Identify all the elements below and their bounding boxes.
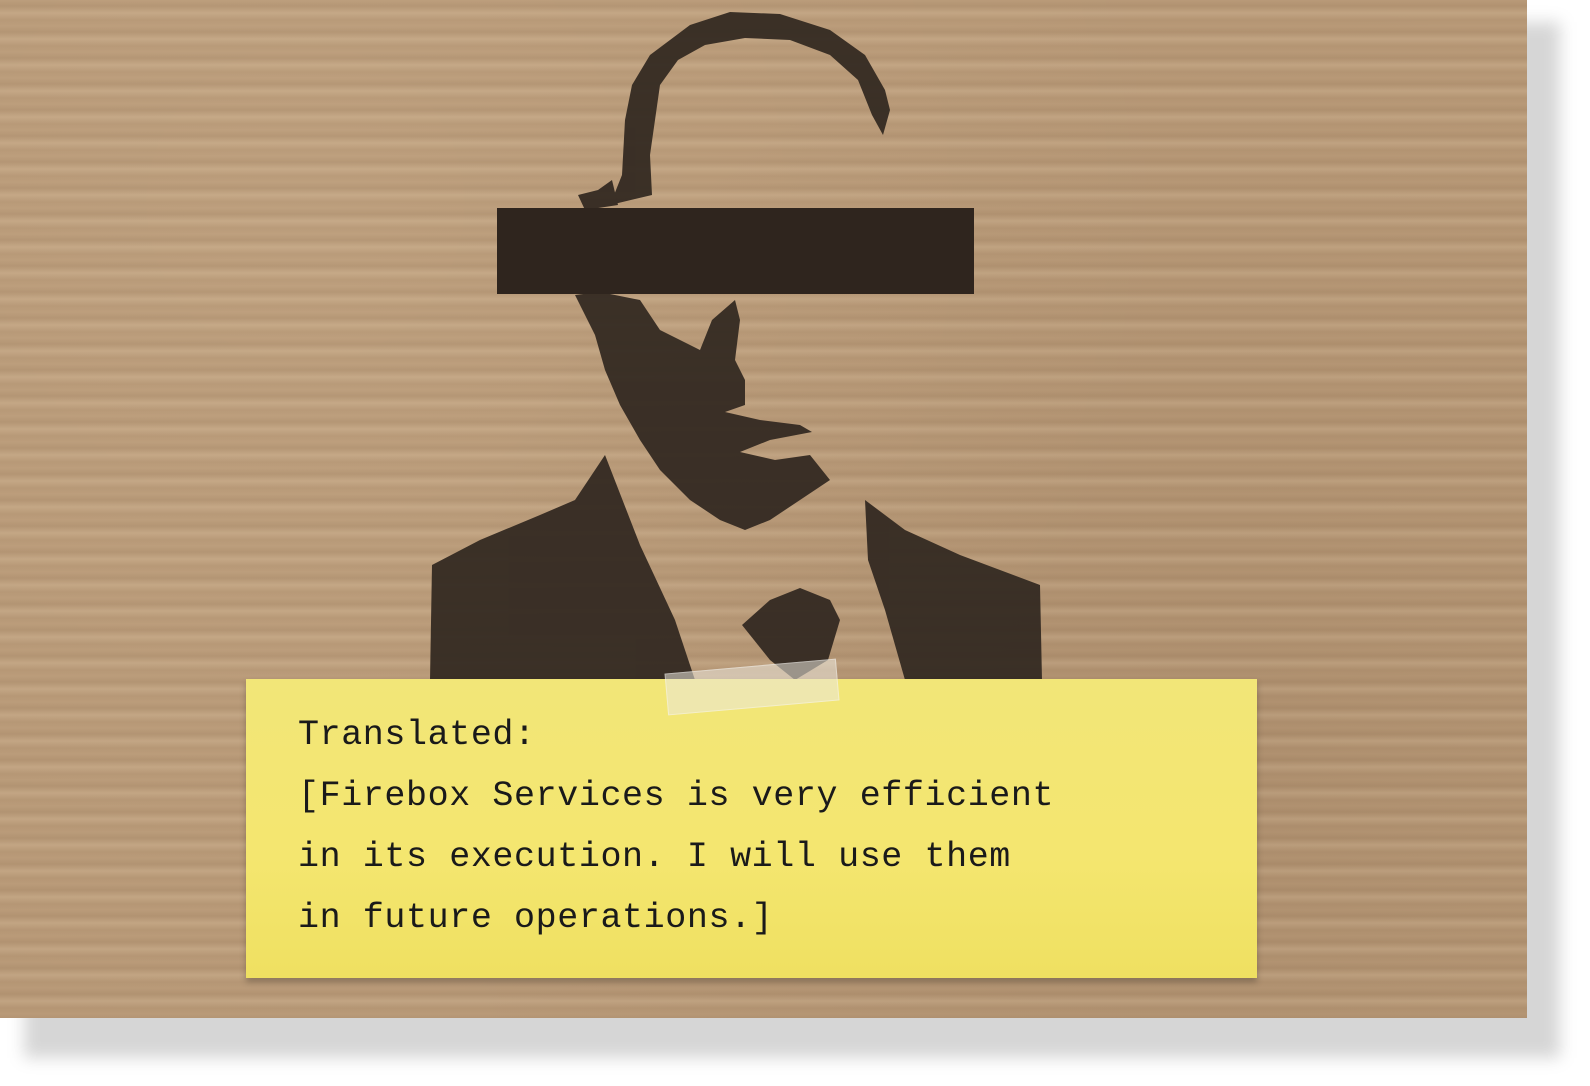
note-line-2: in its execution. I will use them xyxy=(298,837,1011,877)
cardboard-background: Translated: [Firebox Services is very ef… xyxy=(0,0,1527,1018)
jacket-right-shape xyxy=(865,500,1042,680)
note-line-3: in future operations.] xyxy=(298,898,774,938)
hair-shape xyxy=(610,12,890,205)
jacket-left-shape xyxy=(430,455,695,680)
redaction-bar xyxy=(497,208,974,294)
face-shape xyxy=(575,292,830,530)
tie-shape xyxy=(742,588,840,680)
note-text: Translated: [Firebox Services is very ef… xyxy=(298,705,1218,949)
note-heading: Translated: xyxy=(298,715,536,755)
sticky-note: Translated: [Firebox Services is very ef… xyxy=(246,679,1257,978)
redacted-portrait-stencil xyxy=(430,12,1042,680)
note-line-1: [Firebox Services is very efficient xyxy=(298,776,1055,816)
hair-wisp-shape xyxy=(578,180,618,210)
